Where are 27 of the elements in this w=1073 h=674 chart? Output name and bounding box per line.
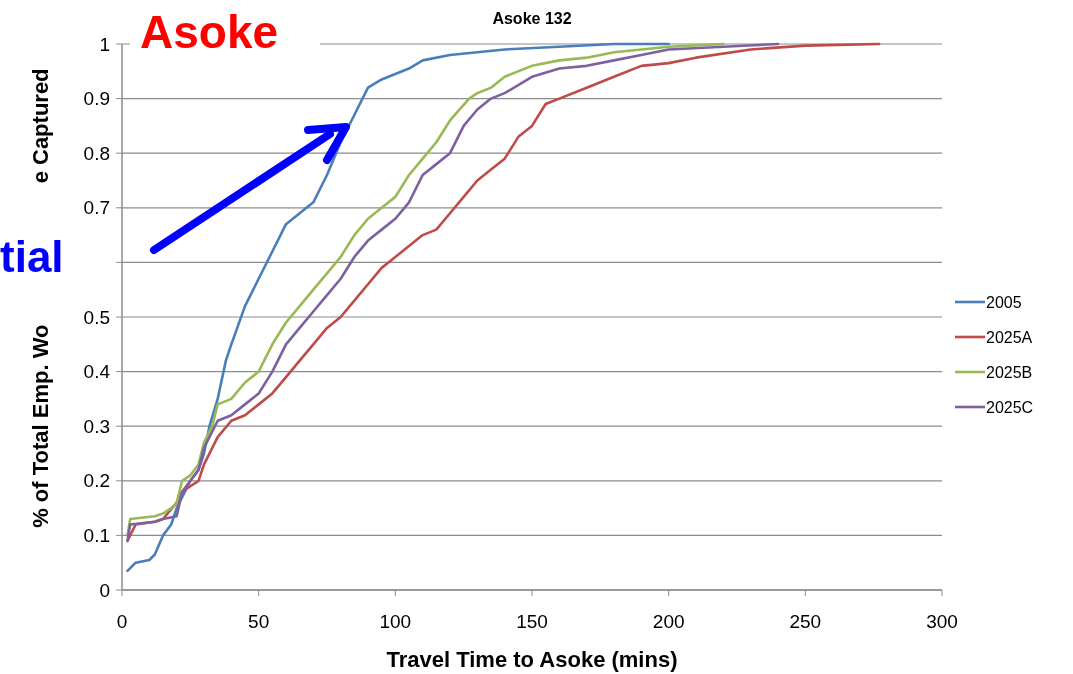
y-tick-label: 0.2 xyxy=(83,470,110,492)
x-tick-label: 300 xyxy=(926,611,958,632)
x-axis-title: Travel Time to Asoke (mins) xyxy=(386,647,678,672)
y-tick-label: 1 xyxy=(99,33,110,55)
chart-title: Asoke 132 xyxy=(492,10,572,27)
y-tick-label: 0.4 xyxy=(83,361,111,383)
x-tick-label: 0 xyxy=(116,611,128,632)
x-tick-label: 150 xyxy=(516,611,548,632)
y-tick-label: 0.8 xyxy=(83,142,110,164)
text: e Captured xyxy=(28,68,53,184)
y-tick-label: 0.3 xyxy=(83,415,110,437)
x-tick-label: 250 xyxy=(789,611,822,632)
annotation: Asoke xyxy=(140,6,279,58)
y-tick-label: 0.5 xyxy=(83,306,110,328)
legend-label: 2025C xyxy=(986,398,1034,416)
y-tick-label: 0.1 xyxy=(83,525,110,547)
legend-label: 2025B xyxy=(986,363,1033,381)
x-tick-label: 200 xyxy=(652,611,685,632)
text: tial xyxy=(0,232,64,281)
y-tick-label: 0.9 xyxy=(83,88,110,110)
y-tick-label: 0.7 xyxy=(83,197,110,219)
y-axis-title: % of Total Emp. Wo xyxy=(28,324,53,528)
legend-label: 2025A xyxy=(986,328,1033,346)
legend-label: 2005 xyxy=(986,293,1022,311)
x-tick-label: 50 xyxy=(248,611,270,632)
x-tick-label: 100 xyxy=(379,611,412,632)
y-tick-label: 0 xyxy=(99,579,110,601)
